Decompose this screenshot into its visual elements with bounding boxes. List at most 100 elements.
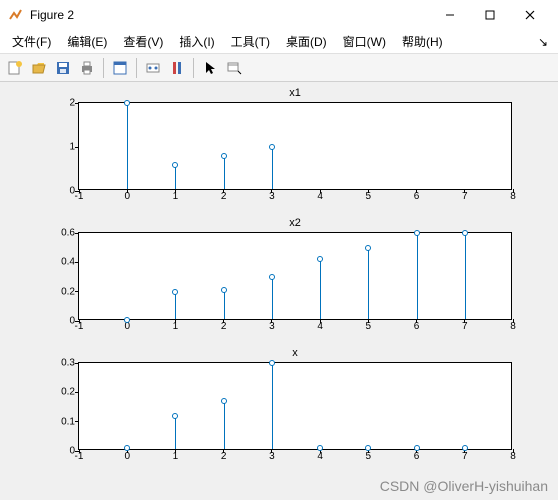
xtick-label: 1 xyxy=(173,449,179,462)
stem-marker xyxy=(221,287,227,293)
ytick-label: 0.2 xyxy=(61,286,79,297)
xtick-label: 5 xyxy=(366,319,372,332)
window-controls xyxy=(430,1,550,29)
axes-1[interactable]: x1012-1012345678 xyxy=(78,102,512,190)
open-icon[interactable] xyxy=(28,57,50,79)
axes-title: x1 xyxy=(79,87,511,99)
stem-marker xyxy=(124,100,130,106)
stem-line xyxy=(224,154,225,189)
ytick-label: 0.3 xyxy=(61,358,79,369)
xtick-label: 4 xyxy=(317,189,323,202)
xtick-label: 5 xyxy=(366,189,372,202)
stem-line xyxy=(320,257,321,319)
toolbar-separator xyxy=(136,58,137,78)
print-icon[interactable] xyxy=(76,57,98,79)
stem-marker xyxy=(414,230,420,236)
axes-2[interactable]: x200.20.40.6-1012345678 xyxy=(78,232,512,320)
menu-overflow-icon[interactable]: ↘ xyxy=(532,35,554,49)
xtick-label: 3 xyxy=(269,319,275,332)
stem-marker xyxy=(365,445,371,451)
stem-marker xyxy=(365,245,371,251)
ytick-label: 2 xyxy=(69,98,79,109)
link-plot-icon[interactable] xyxy=(142,57,164,79)
xtick-label: 1 xyxy=(173,319,179,332)
stem-marker xyxy=(269,360,275,366)
ytick-label: 0.2 xyxy=(61,387,79,398)
stem-marker xyxy=(221,153,227,159)
xtick-label: 0 xyxy=(124,189,130,202)
menu-item-1[interactable]: 编辑(E) xyxy=(59,30,115,53)
stem-line xyxy=(272,361,273,449)
stem-marker xyxy=(172,413,178,419)
subplot-3: x00.10.20.3-1012345678 xyxy=(78,362,512,450)
xtick-label: 8 xyxy=(510,189,516,202)
stem-line xyxy=(272,275,273,319)
stem-marker xyxy=(317,445,323,451)
ytick-label: 0.6 xyxy=(61,228,79,239)
xtick-label: 6 xyxy=(414,189,420,202)
xtick-label: -1 xyxy=(75,189,84,202)
window-titlebar: Figure 2 xyxy=(0,0,558,30)
xtick-label: 2 xyxy=(221,319,227,332)
matlab-figure-icon xyxy=(8,7,24,23)
toolbar-separator xyxy=(103,58,104,78)
xtick-label: 6 xyxy=(414,319,420,332)
stem-marker xyxy=(269,144,275,150)
pointer-icon[interactable] xyxy=(199,57,221,79)
xtick-label: 1 xyxy=(173,189,179,202)
axes-3[interactable]: x00.10.20.3-1012345678 xyxy=(78,362,512,450)
stem-marker xyxy=(124,445,130,451)
stem-line xyxy=(465,231,466,319)
stem-line xyxy=(127,101,128,189)
stem-marker xyxy=(462,445,468,451)
xtick-label: 2 xyxy=(221,449,227,462)
menu-item-7[interactable]: 帮助(H) xyxy=(394,30,451,53)
ytick-label: 0.1 xyxy=(61,416,79,427)
stem-marker xyxy=(172,289,178,295)
xtick-label: 3 xyxy=(269,449,275,462)
axes-title: x2 xyxy=(79,217,511,229)
menu-item-5[interactable]: 桌面(D) xyxy=(278,30,335,53)
stem-marker xyxy=(462,230,468,236)
stem-marker xyxy=(414,445,420,451)
menu-item-6[interactable]: 窗口(W) xyxy=(335,30,394,53)
xtick-label: 7 xyxy=(462,189,468,202)
data-cursor-icon[interactable] xyxy=(223,57,245,79)
xtick-label: 7 xyxy=(462,319,468,332)
save-icon[interactable] xyxy=(52,57,74,79)
close-button[interactable] xyxy=(510,1,550,29)
toolbar xyxy=(0,54,558,82)
xtick-label: -1 xyxy=(75,449,84,462)
subplot-2: x200.20.40.6-1012345678 xyxy=(78,232,512,320)
parent-figure-icon[interactable] xyxy=(109,57,131,79)
figure-canvas: x1012-1012345678 x200.20.40.6-1012345678 x… xyxy=(0,82,558,500)
stem-line xyxy=(272,145,273,189)
minimize-button[interactable] xyxy=(430,1,470,29)
stem-line xyxy=(224,399,225,449)
menu-item-2[interactable]: 查看(V) xyxy=(115,30,171,53)
xtick-label: 8 xyxy=(510,319,516,332)
xtick-label: 2 xyxy=(221,189,227,202)
ytick-label: 0.4 xyxy=(61,257,79,268)
maximize-button[interactable] xyxy=(470,1,510,29)
xtick-label: -1 xyxy=(75,319,84,332)
stem-line xyxy=(368,246,369,319)
stem-marker xyxy=(172,162,178,168)
stem-marker xyxy=(124,317,130,323)
stem-marker xyxy=(221,398,227,404)
window-title: Figure 2 xyxy=(30,8,430,22)
menu-item-0[interactable]: 文件(F) xyxy=(4,30,59,53)
menu-item-3[interactable]: 插入(I) xyxy=(171,30,222,53)
stem-marker xyxy=(269,274,275,280)
colorbar-icon[interactable] xyxy=(166,57,188,79)
menu-item-4[interactable]: 工具(T) xyxy=(223,30,278,53)
stem-line xyxy=(417,231,418,319)
menu-bar: 文件(F)编辑(E)查看(V)插入(I)工具(T)桌面(D)窗口(W)帮助(H)… xyxy=(0,30,558,54)
stem-marker xyxy=(317,256,323,262)
xtick-label: 3 xyxy=(269,189,275,202)
toolbar-separator xyxy=(193,58,194,78)
subplot-1: x1012-1012345678 xyxy=(78,102,512,190)
xtick-label: 4 xyxy=(317,319,323,332)
new-figure-icon[interactable] xyxy=(4,57,26,79)
xtick-label: 8 xyxy=(510,449,516,462)
